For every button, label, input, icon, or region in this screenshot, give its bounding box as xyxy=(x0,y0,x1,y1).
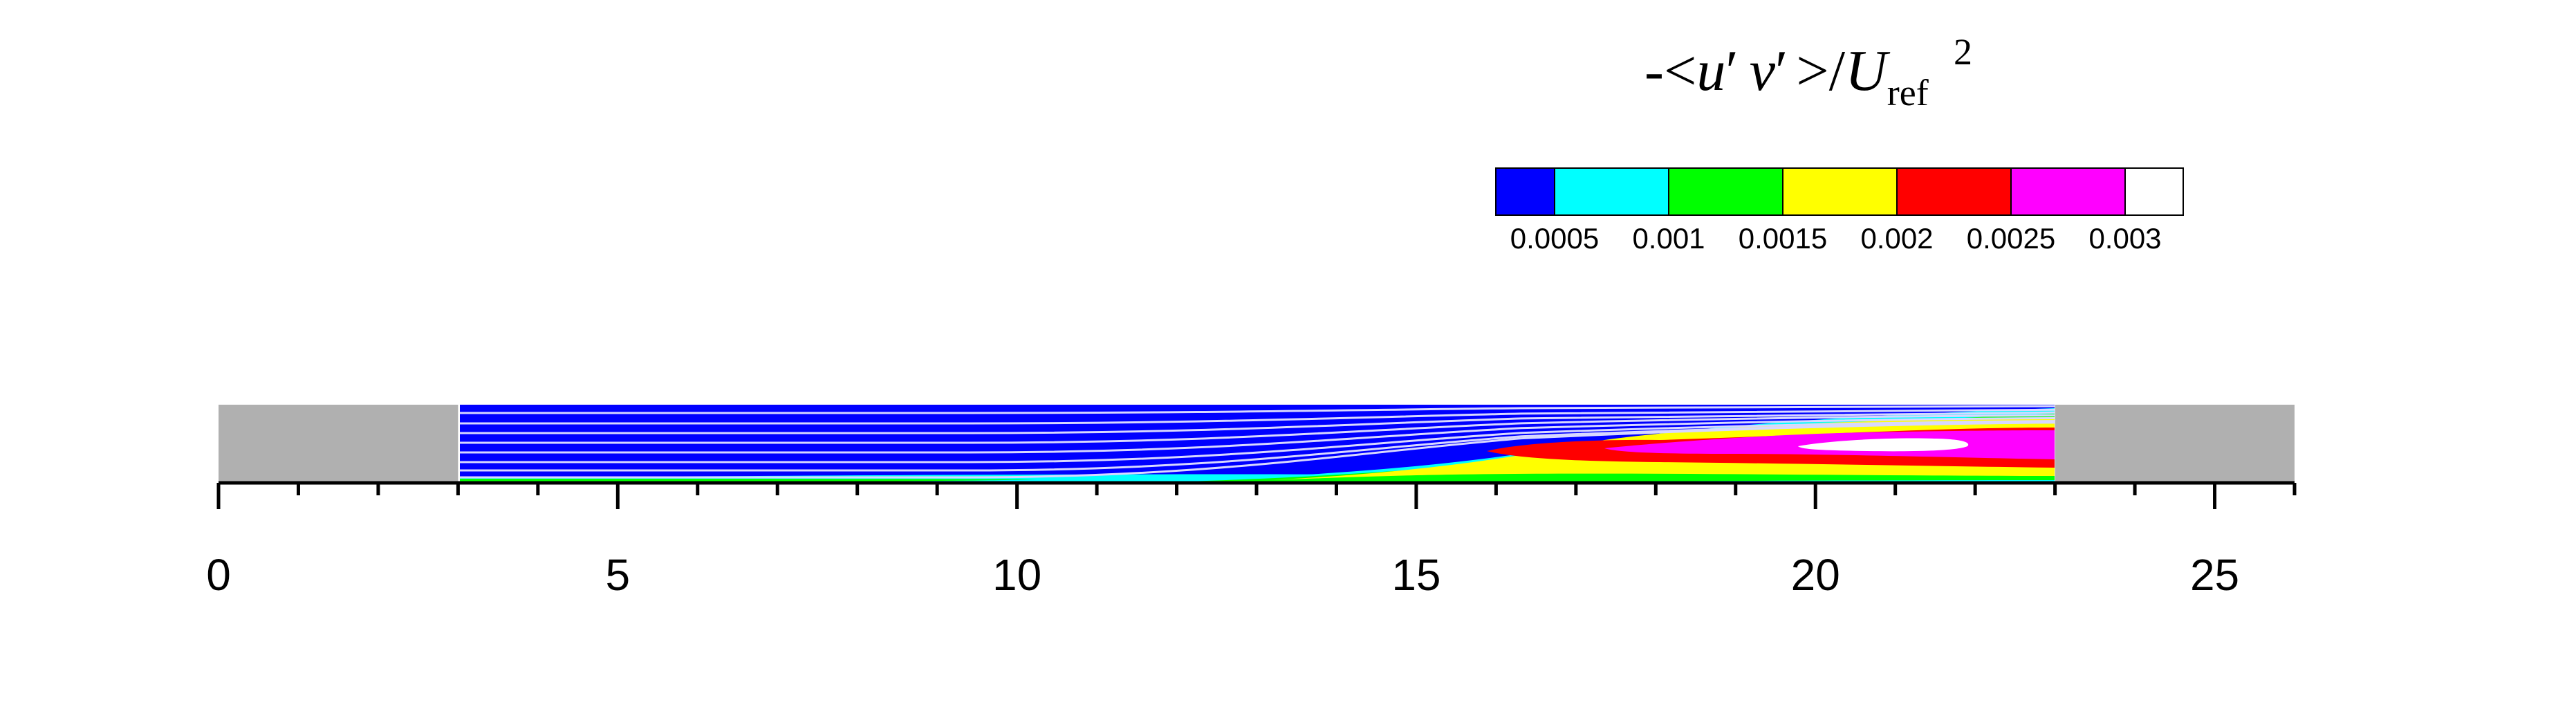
streamline xyxy=(460,417,2055,454)
colorbar-tick-label: 0.0015 xyxy=(1739,222,1827,255)
title-U: U xyxy=(1845,39,1891,103)
title-prefix: -< xyxy=(1644,39,1696,103)
title-v: v xyxy=(1750,39,1776,103)
streamlines xyxy=(460,405,2055,479)
solid-block xyxy=(219,405,458,483)
streamline xyxy=(460,420,2055,464)
colorbar-swatch xyxy=(2124,167,2184,216)
colorbar-swatch xyxy=(1668,167,1783,216)
colorbar-tick-label: 0.0005 xyxy=(1510,222,1599,255)
colorbar-swatch xyxy=(1782,167,1898,216)
x-tick-label: 15 xyxy=(1391,550,1440,600)
contour-region-white xyxy=(1798,438,1969,452)
streamline xyxy=(460,405,2055,414)
colorbar-tick-label: 0.003 xyxy=(2088,222,2161,255)
streamline xyxy=(460,421,2055,479)
streamline xyxy=(460,414,2055,444)
x-tick-label: 20 xyxy=(1791,550,1840,600)
x-tick-label: 25 xyxy=(2190,550,2239,600)
x-axis: 0 5 10 15 20 25 xyxy=(206,481,2297,600)
chart-title: -<u′ v′ >/Uref 2 xyxy=(1644,31,1972,113)
colorbar-tick-label: 0.001 xyxy=(1632,222,1705,255)
x-tick-label: 10 xyxy=(992,550,1041,600)
colorbar-swatch xyxy=(1554,167,1669,216)
colorbar-tick-label: 0.002 xyxy=(1860,222,1933,255)
streamline xyxy=(460,408,2055,425)
title-u: u xyxy=(1696,39,1725,103)
solid-block xyxy=(2055,405,2295,483)
title-prime-2: ′ xyxy=(1775,39,1788,103)
x-tick-label: 0 xyxy=(206,550,231,600)
title-middle: >/ xyxy=(1796,39,1845,103)
colorbar-swatch xyxy=(2010,167,2126,216)
streamline xyxy=(460,411,2055,434)
title-superscript: 2 xyxy=(1954,31,1972,73)
solid-blocks xyxy=(219,405,2295,483)
colorbar-swatch xyxy=(1495,167,1555,216)
colorbar: 0.0005 0.001 0.0015 0.002 0.0025 0.003 xyxy=(1495,167,2184,255)
svg-text:-<u′v′>/Uref: -<u′ v′ >/Uref xyxy=(1644,39,1929,113)
colorbar-tick-label: 0.0025 xyxy=(1967,222,2055,255)
title-subscript: ref xyxy=(1887,72,1929,113)
contour-field xyxy=(460,405,2055,483)
x-tick-label: 5 xyxy=(606,550,631,600)
colorbar-swatch xyxy=(1896,167,2012,216)
title-prime-1: ′ xyxy=(1725,39,1738,103)
